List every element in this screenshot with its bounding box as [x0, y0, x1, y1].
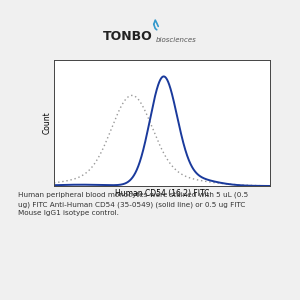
Y-axis label: Count: Count: [42, 112, 51, 134]
Text: TONBO: TONBO: [103, 30, 153, 44]
X-axis label: Human CD54 (16.2) FITC: Human CD54 (16.2) FITC: [115, 189, 209, 198]
Text: Human peripheral blood monocytes were stained with 5 uL (0.5
ug) FITC Anti-Human: Human peripheral blood monocytes were st…: [18, 192, 248, 216]
Text: biosciences: biosciences: [156, 37, 197, 43]
